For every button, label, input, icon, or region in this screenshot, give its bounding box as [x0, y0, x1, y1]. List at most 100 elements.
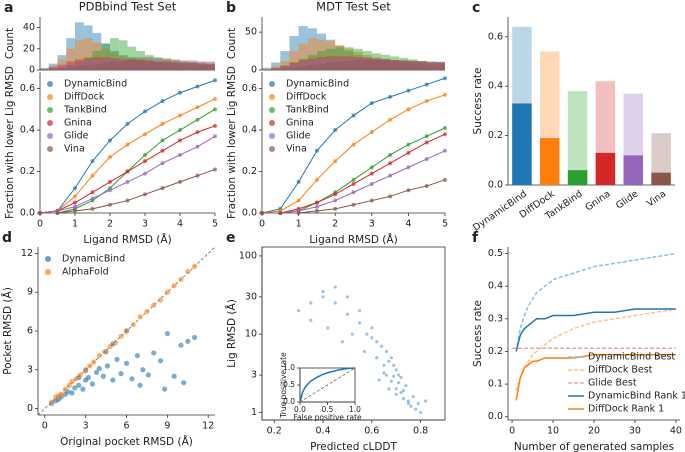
- line: [39, 98, 216, 214]
- histogram-bar: [66, 64, 75, 70]
- point: [160, 148, 165, 153]
- point: [144, 309, 150, 315]
- point: [406, 399, 410, 403]
- histogram-bar: [426, 62, 436, 70]
- point: [137, 314, 143, 320]
- x-tick-label: 0: [259, 219, 265, 230]
- point: [118, 333, 124, 339]
- histogram-bar: [353, 60, 363, 70]
- histogram-bar: [408, 62, 418, 70]
- point: [104, 363, 111, 369]
- x-tick-label: 1.0: [349, 405, 361, 414]
- point: [406, 142, 411, 147]
- legend-swatch: [269, 81, 275, 87]
- legend-label: TankBind: [285, 105, 329, 116]
- point: [375, 356, 379, 360]
- histogram-bar: [127, 46, 137, 70]
- point: [443, 132, 447, 137]
- y-tick-label: 40: [23, 22, 35, 33]
- x-tick-label: 3: [142, 219, 148, 230]
- histogram-bar: [289, 62, 299, 70]
- point: [123, 360, 130, 366]
- histogram-bar: [48, 68, 58, 70]
- point: [397, 373, 401, 377]
- histogram-bar: [380, 60, 391, 70]
- histogram-bar: [145, 55, 154, 70]
- legend-label: DynamicBind: [286, 79, 349, 90]
- legend-swatch: [47, 81, 53, 87]
- histogram-bar: [206, 66, 215, 70]
- histogram-bar: [57, 59, 67, 70]
- point: [389, 379, 393, 383]
- point: [314, 148, 319, 153]
- point: [213, 123, 217, 128]
- histogram-bar: [57, 67, 67, 70]
- histogram-bar: [110, 38, 119, 70]
- panel-label: e: [226, 230, 236, 246]
- point: [114, 356, 120, 363]
- point: [93, 369, 100, 375]
- y-tick-label: 20: [23, 43, 35, 54]
- histogram-bar: [280, 66, 290, 70]
- point: [125, 179, 130, 184]
- point: [406, 165, 411, 170]
- histogram-bar: [435, 66, 445, 70]
- point: [171, 373, 177, 379]
- y-axis-label: Lig RMSD (Å): [225, 299, 238, 368]
- y-tick-label: 0.0: [488, 411, 503, 422]
- histogram-bar: [171, 62, 180, 70]
- histogram-bar: [353, 57, 363, 70]
- y-tick-label: 3: [27, 364, 33, 375]
- point: [90, 173, 95, 178]
- histogram-bar: [206, 61, 215, 70]
- histogram-bar: [316, 39, 327, 70]
- point: [123, 328, 130, 334]
- histogram-bar: [335, 45, 345, 70]
- histogram-bar: [110, 61, 119, 70]
- histogram-bar: [153, 61, 163, 70]
- point: [406, 107, 411, 112]
- histogram-bar: [197, 64, 207, 70]
- y-tick-label: 0.4: [20, 125, 35, 136]
- point: [296, 211, 301, 215]
- histogram-bar: [136, 50, 145, 70]
- histogram-bar: [162, 61, 172, 70]
- point: [443, 148, 447, 153]
- x-tick-label: Glide: [614, 188, 641, 211]
- y-tick-label: 1.0: [283, 363, 295, 372]
- histogram-bar: [83, 38, 93, 70]
- point: [125, 142, 130, 147]
- y-tick-label: 0.2: [20, 166, 35, 177]
- y-tick-label: 9: [27, 287, 33, 298]
- histogram-bar: [262, 69, 272, 70]
- legend-swatch: [269, 94, 275, 100]
- point: [424, 99, 429, 104]
- point: [370, 336, 374, 340]
- histogram-bar: [362, 57, 372, 70]
- point: [118, 371, 124, 377]
- histogram-bar: [371, 59, 381, 70]
- bar: [623, 155, 643, 185]
- point: [411, 394, 415, 399]
- y-tick-label: 12: [21, 248, 33, 259]
- y-axis-label: Success rate: [472, 300, 484, 367]
- x-tick-label: 3: [369, 219, 375, 230]
- histogram-bar: [188, 62, 198, 70]
- x-tick-label: 2: [332, 219, 338, 230]
- y-tick-label: 0.2: [242, 166, 257, 177]
- histogram-bar: [180, 64, 189, 70]
- point: [213, 96, 217, 101]
- histogram-bar: [101, 48, 110, 70]
- point: [195, 130, 200, 135]
- histogram-bar: [127, 59, 137, 70]
- histogram-bar: [206, 63, 215, 70]
- histogram-bar: [75, 61, 84, 70]
- point: [185, 338, 191, 344]
- point: [108, 155, 112, 160]
- histogram-bar: [326, 62, 336, 70]
- point: [178, 138, 182, 143]
- point: [178, 90, 182, 95]
- point: [85, 374, 91, 381]
- histogram-bar: [298, 62, 308, 70]
